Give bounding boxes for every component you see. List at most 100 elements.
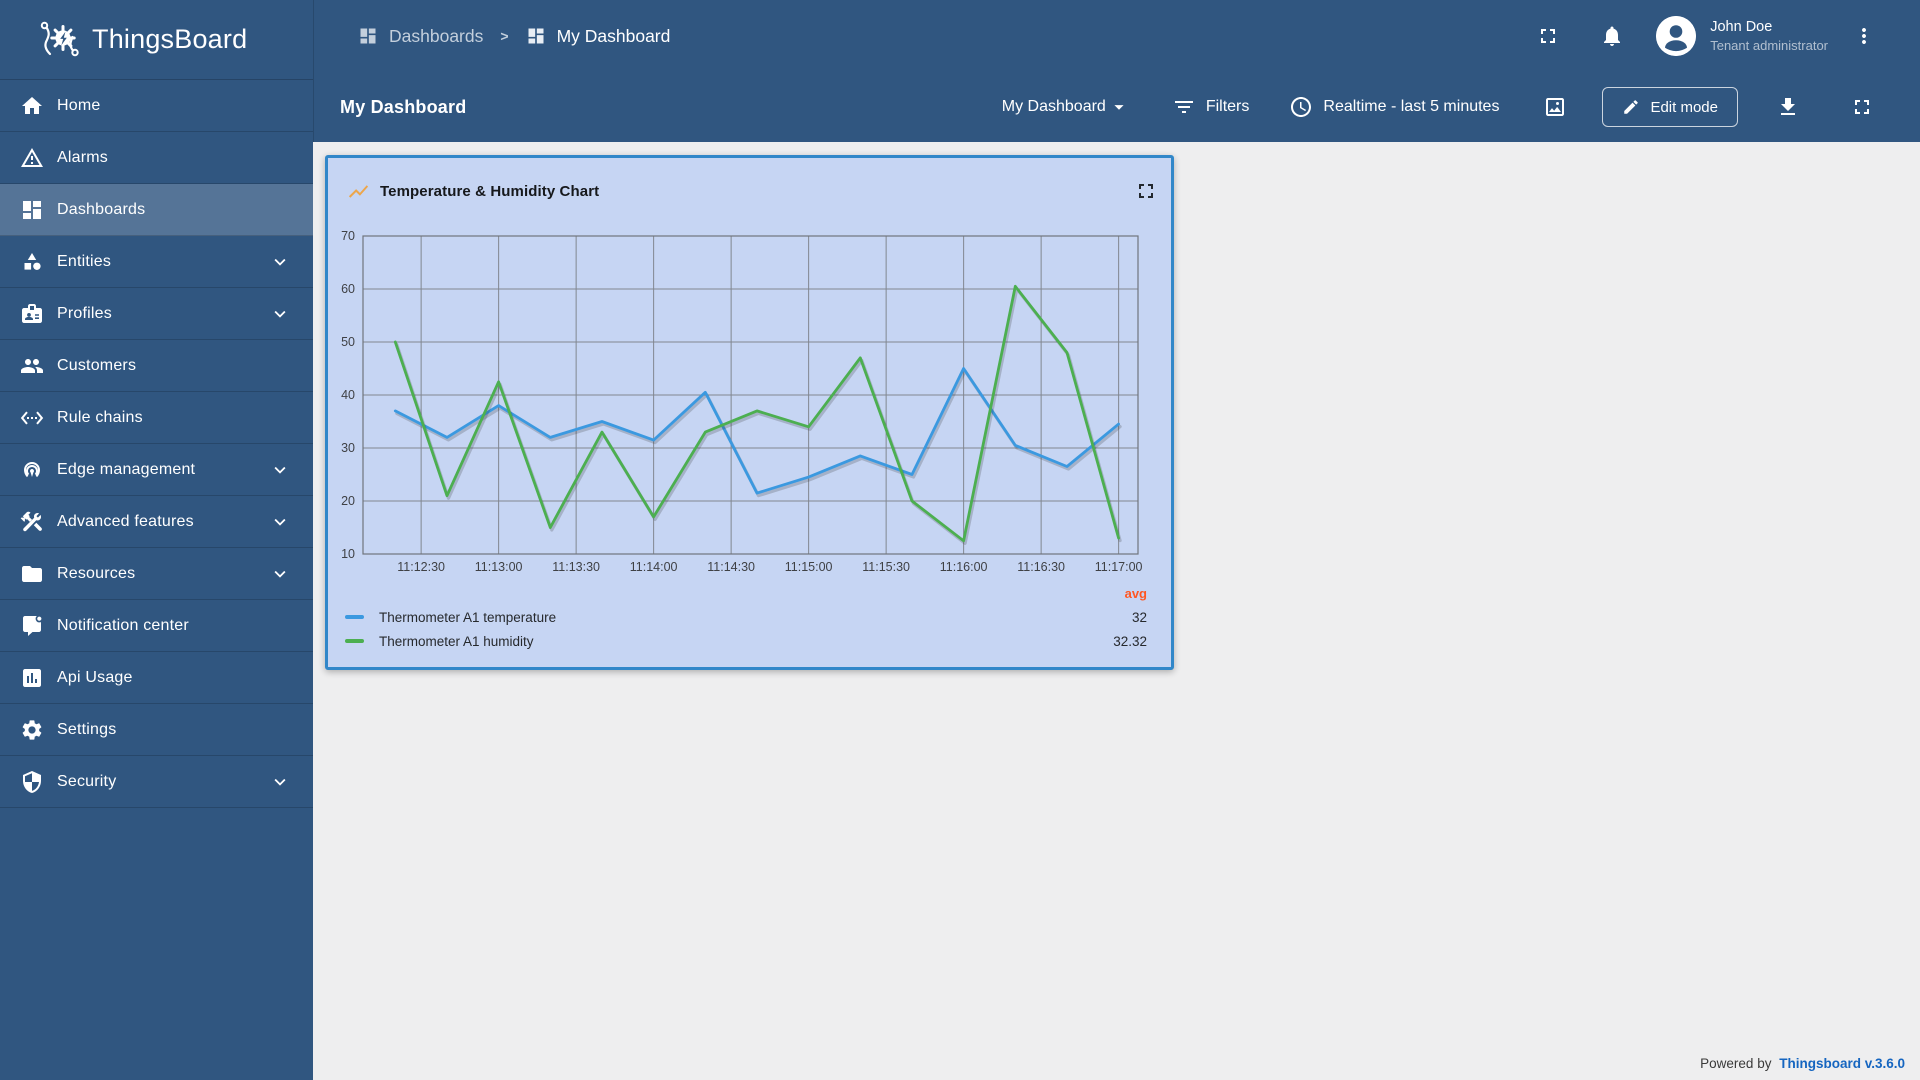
download-button[interactable]: [1776, 96, 1799, 119]
chevron-down-icon: [269, 771, 291, 793]
svg-text:11:13:00: 11:13:00: [475, 560, 523, 574]
sidebar: ThingsBoard Home Alarms Dashboards: [0, 0, 313, 1080]
breadcrumb-my-dashboard[interactable]: My Dashboard: [526, 26, 670, 47]
fullscreen-icon: [1134, 179, 1158, 203]
profiles-icon: [20, 302, 44, 326]
legend-row: Thermometer A1 temperature 32: [345, 605, 1147, 629]
thingsboard-logo-icon: [36, 16, 84, 64]
sidebar-item-advanced-features[interactable]: Advanced features: [0, 496, 313, 548]
widget-header: Temperature & Humidity Chart: [328, 158, 1171, 210]
user-menu[interactable]: John Doe Tenant administrator: [1710, 17, 1828, 55]
notifications-button[interactable]: [1600, 24, 1624, 48]
rule-chains-icon: [20, 406, 44, 430]
svg-text:70: 70: [341, 229, 355, 243]
widget-expand-button[interactable]: [1135, 181, 1156, 202]
entities-icon: [20, 250, 44, 274]
chevron-down-icon: [269, 251, 291, 273]
timewindow-button[interactable]: Realtime - last 5 minutes: [1289, 95, 1499, 119]
sidebar-item-dashboards[interactable]: Dashboards: [0, 184, 313, 236]
breadcrumb-dashboards[interactable]: Dashboards: [358, 26, 483, 47]
dashboard-select[interactable]: My Dashboard: [1002, 96, 1130, 118]
legend-label: Thermometer A1 temperature: [379, 609, 557, 625]
home-icon: [20, 94, 44, 118]
topbar: Dashboards > My Dashboard: [313, 0, 1920, 142]
legend-rows: Thermometer A1 temperature 32 Thermometer …: [345, 605, 1147, 653]
edit-mode-button[interactable]: Edit mode: [1602, 87, 1738, 127]
svg-text:11:16:00: 11:16:00: [940, 560, 988, 574]
sidebar-item-alarms[interactable]: Alarms: [0, 132, 313, 184]
dashboard-toolbar: My Dashboard My Dashboard Filters Realti…: [314, 72, 1920, 142]
svg-text:11:15:00: 11:15:00: [785, 560, 833, 574]
svg-text:30: 30: [341, 441, 355, 455]
chart-widget[interactable]: Temperature & Humidity Chart 10 20 30 40 50 6…: [325, 155, 1174, 670]
chevron-down-icon: [269, 459, 291, 481]
security-icon: [20, 770, 44, 794]
chart-legend: avg Thermometer A1 temperature 32 Thermome…: [345, 586, 1147, 653]
dashboard-canvas: Temperature & Humidity Chart 10 20 30 40 50 6…: [313, 142, 1920, 1080]
sidebar-item-entities[interactable]: Entities: [0, 236, 313, 288]
legend-swatch: [345, 615, 364, 619]
dashboards-icon: [526, 26, 546, 46]
show-chart-icon: [347, 180, 370, 203]
sidebar-item-security[interactable]: Security: [0, 756, 313, 808]
kebab-menu-icon: [1852, 24, 1876, 48]
image-icon: [1543, 95, 1567, 119]
widget-title: Temperature & Humidity Chart: [380, 182, 600, 200]
sidebar-item-resources[interactable]: Resources: [0, 548, 313, 600]
api-usage-icon: [20, 666, 44, 690]
svg-text:20: 20: [341, 494, 355, 508]
pencil-icon: [1622, 98, 1640, 116]
breadcrumb-row: Dashboards > My Dashboard: [314, 0, 1920, 72]
svg-text:11:13:30: 11:13:30: [552, 560, 600, 574]
fullscreen-button[interactable]: [1537, 25, 1559, 47]
sidebar-item-settings[interactable]: Settings: [0, 704, 313, 756]
powered-by-text: Powered by: [1700, 1056, 1772, 1071]
footer: Powered by Thingsboard v.3.6.0: [1700, 1056, 1905, 1071]
toolbar-fullscreen-button[interactable]: [1851, 96, 1873, 118]
sidebar-item-profiles[interactable]: Profiles: [0, 288, 313, 340]
svg-text:11:17:00: 11:17:00: [1095, 560, 1143, 574]
dashboard-image-button[interactable]: [1543, 96, 1566, 119]
chevron-down-icon: [269, 563, 291, 585]
sidebar-item-edge-management[interactable]: Edge management: [0, 444, 313, 496]
chart-plot: 10 20 30 40 50 60 70 11:12:30 11:13:00 11:13:30 11…: [341, 229, 1143, 574]
legend-label: Thermometer A1 humidity: [379, 633, 534, 649]
customers-icon: [20, 354, 44, 378]
fullscreen-icon: [1536, 24, 1560, 48]
legend-avg-header: avg: [1124, 586, 1147, 601]
settings-icon: [20, 718, 44, 742]
download-icon: [1776, 95, 1800, 119]
sidebar-item-api-usage[interactable]: Api Usage: [0, 652, 313, 704]
svg-text:11:12:30: 11:12:30: [397, 560, 445, 574]
legend-avg-value: 32: [1131, 609, 1147, 625]
sidebar-item-home[interactable]: Home: [0, 80, 313, 132]
chevron-down-icon: [269, 303, 291, 325]
chevron-down-icon: [269, 511, 291, 533]
legend-row: Thermometer A1 humidity 32.32: [345, 629, 1147, 653]
svg-text:10: 10: [341, 547, 355, 561]
thingsboard-logo[interactable]: ThingsBoard: [0, 0, 313, 80]
clock-icon: [1289, 95, 1313, 119]
version-link[interactable]: Thingsboard v.3.6.0: [1779, 1056, 1905, 1071]
edge-management-icon: [20, 458, 44, 482]
sidebar-item-rule-chains[interactable]: Rule chains: [0, 392, 313, 444]
legend-avg-value: 32.32: [1113, 633, 1147, 649]
avatar[interactable]: [1656, 16, 1697, 56]
breadcrumb: Dashboards > My Dashboard: [358, 26, 670, 47]
svg-text:11:14:00: 11:14:00: [630, 560, 678, 574]
filters-button[interactable]: Filters: [1172, 95, 1249, 119]
svg-text:60: 60: [341, 282, 355, 296]
sidebar-item-notification-center[interactable]: Notification center: [0, 600, 313, 652]
kebab-menu-button[interactable]: [1852, 24, 1876, 48]
user-role: Tenant administrator: [1710, 38, 1828, 54]
logo-text: ThingsBoard: [92, 24, 248, 54]
svg-text:40: 40: [341, 388, 355, 402]
header-actions: John Doe Tenant administrator: [1537, 16, 1876, 56]
alarms-icon: [20, 146, 44, 170]
notification-center-icon: [20, 614, 44, 638]
arrow-drop-down-icon: [1108, 96, 1130, 118]
svg-text:11:16:30: 11:16:30: [1017, 560, 1065, 574]
filter-icon: [1172, 95, 1196, 119]
sidebar-item-customers[interactable]: Customers: [0, 340, 313, 392]
page-title: My Dashboard: [340, 96, 467, 117]
